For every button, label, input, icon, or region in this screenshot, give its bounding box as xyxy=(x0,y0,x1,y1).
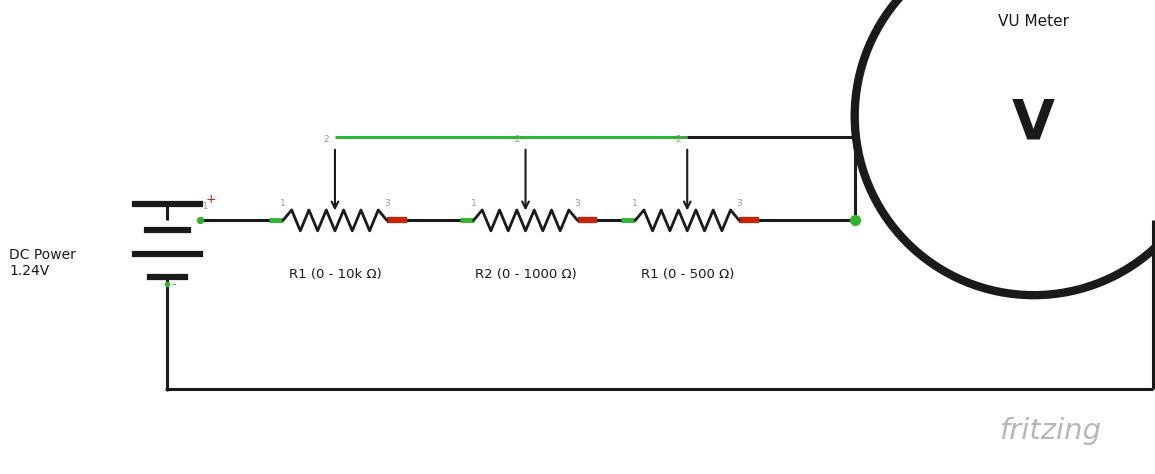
Text: DC Power
1.24V: DC Power 1.24V xyxy=(9,248,76,278)
Text: +: + xyxy=(206,192,217,206)
Text: fritzing: fritzing xyxy=(999,417,1101,446)
Text: R1 (0 - 10k Ω): R1 (0 - 10k Ω) xyxy=(289,268,381,281)
Text: 3: 3 xyxy=(737,200,742,208)
Text: 3: 3 xyxy=(385,200,389,208)
Text: -: - xyxy=(171,278,176,291)
Text: R1 (0 - 500 Ω): R1 (0 - 500 Ω) xyxy=(641,268,733,281)
Text: 3: 3 xyxy=(575,200,580,208)
Text: 2: 2 xyxy=(514,136,520,144)
Text: V: V xyxy=(1012,96,1056,150)
Text: 1: 1 xyxy=(202,202,207,210)
Text: 1: 1 xyxy=(471,200,476,208)
Text: 1: 1 xyxy=(633,200,638,208)
Text: 2: 2 xyxy=(676,136,681,144)
Text: 2: 2 xyxy=(323,136,329,144)
Text: 1: 1 xyxy=(281,200,285,208)
Text: R2 (0 - 1000 Ω): R2 (0 - 1000 Ω) xyxy=(475,268,576,281)
Text: VU Meter: VU Meter xyxy=(998,14,1070,29)
